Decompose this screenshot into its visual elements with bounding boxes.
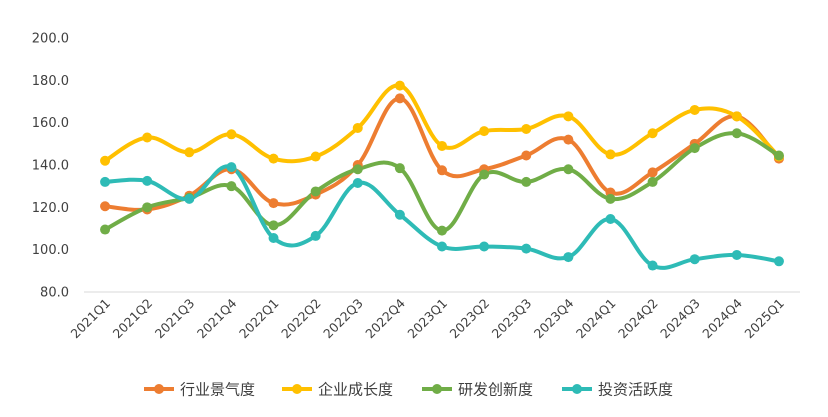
- y-tick-label: 140.0: [32, 159, 69, 174]
- legend-swatch-marker: [432, 384, 442, 394]
- data-point: [394, 93, 405, 104]
- data-point: [310, 151, 321, 162]
- data-point: [731, 249, 742, 260]
- data-point: [268, 233, 279, 244]
- x-tick-label: 2023Q2: [447, 296, 493, 342]
- x-tick-label: 2021Q2: [110, 296, 156, 342]
- data-point: [184, 147, 195, 158]
- data-point: [689, 254, 700, 265]
- data-point: [773, 256, 784, 267]
- y-tick-label: 160.0: [32, 116, 69, 131]
- y-tick-label: 100.0: [32, 243, 69, 258]
- data-point: [142, 132, 153, 143]
- legend-label: 研发创新度: [458, 381, 533, 399]
- y-tick-label: 180.0: [32, 74, 69, 89]
- x-tick-label: 2021Q4: [194, 295, 240, 341]
- data-point: [352, 164, 363, 175]
- data-point: [142, 175, 153, 186]
- data-point: [605, 213, 616, 224]
- data-point: [226, 162, 237, 173]
- data-point: [100, 224, 111, 235]
- x-tick-label: 2023Q1: [404, 296, 450, 342]
- data-point: [521, 124, 532, 135]
- data-point: [773, 150, 784, 161]
- data-point: [563, 252, 574, 263]
- x-tick-label: 2023Q3: [489, 296, 535, 342]
- data-point: [689, 143, 700, 154]
- x-tick-label: 2025Q1: [741, 296, 787, 342]
- x-tick-label: 2024Q3: [657, 296, 703, 342]
- data-point: [437, 140, 447, 151]
- legend: 行业景气度 企业成长度 研发创新度 投资活跃度: [144, 381, 673, 399]
- x-tick-label: 2022Q1: [236, 296, 282, 342]
- legend-swatch-marker: [154, 384, 164, 394]
- data-point: [563, 134, 574, 145]
- data-point: [647, 167, 658, 178]
- x-tick-label: 2021Q1: [67, 296, 113, 342]
- y-axis: 80.0 100.0 120.0 140.0 160.0 180.0 200.0: [32, 32, 69, 301]
- data-point: [521, 243, 532, 254]
- data-point: [100, 176, 111, 187]
- data-point: [268, 153, 279, 164]
- x-tick-label: 2024Q4: [699, 295, 745, 341]
- data-point: [647, 260, 658, 271]
- data-point: [479, 126, 490, 137]
- data-point: [394, 163, 405, 174]
- data-point: [563, 164, 574, 175]
- x-tick-label: 2023Q4: [531, 295, 577, 341]
- data-point: [605, 149, 616, 160]
- data-point: [437, 241, 447, 252]
- data-point: [521, 176, 532, 187]
- data-point: [310, 186, 321, 197]
- data-point: [647, 128, 658, 139]
- legend-swatch-marker: [572, 384, 582, 394]
- legend-label: 企业成长度: [318, 381, 393, 399]
- data-point: [268, 198, 279, 209]
- data-point: [184, 193, 195, 204]
- y-tick-label: 120.0: [32, 201, 69, 216]
- data-point: [226, 129, 237, 140]
- data-point: [521, 150, 532, 161]
- y-tick-label: 200.0: [32, 32, 69, 47]
- data-point: [100, 155, 111, 166]
- data-point: [689, 104, 700, 115]
- data-point: [731, 111, 742, 122]
- data-point: [268, 220, 279, 231]
- data-point: [352, 122, 363, 133]
- data-point: [647, 176, 658, 187]
- x-tick-label: 2022Q2: [278, 296, 324, 342]
- x-axis: 2021Q12021Q22021Q32021Q42022Q12022Q22022…: [67, 295, 787, 341]
- data-point: [479, 169, 490, 180]
- data-point: [352, 177, 363, 188]
- legend-swatch-marker: [292, 384, 302, 394]
- y-tick-label: 80.0: [40, 286, 69, 301]
- data-point: [731, 128, 742, 139]
- data-point: [100, 201, 111, 212]
- data-point: [394, 80, 405, 91]
- legend-label: 行业景气度: [180, 381, 255, 399]
- data-point: [310, 230, 321, 241]
- x-tick-label: 2022Q4: [362, 295, 408, 341]
- x-tick-label: 2021Q3: [152, 296, 198, 342]
- data-point: [563, 111, 574, 122]
- x-tick-label: 2024Q1: [573, 296, 619, 342]
- series-lines: [103, 83, 781, 270]
- data-point: [394, 209, 405, 220]
- data-point: [605, 193, 616, 204]
- data-point: [437, 165, 447, 176]
- x-tick-label: 2022Q3: [320, 296, 366, 342]
- data-point: [142, 202, 153, 213]
- legend-label: 投资活跃度: [598, 381, 673, 399]
- data-point: [479, 241, 490, 252]
- series-points: [100, 80, 784, 271]
- x-tick-label: 2024Q2: [615, 296, 661, 342]
- data-point: [437, 225, 447, 236]
- data-point: [226, 181, 237, 192]
